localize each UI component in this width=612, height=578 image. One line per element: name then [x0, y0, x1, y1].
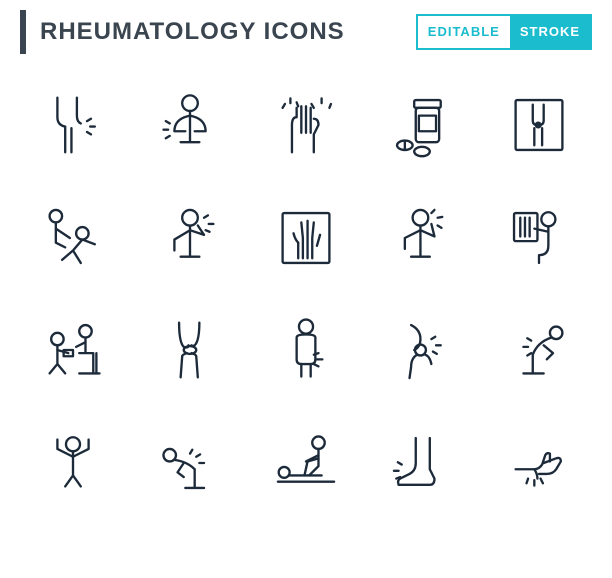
badge-left-text: EDITABLE [418, 16, 510, 48]
wrist-pain-icon [486, 412, 592, 515]
shoulder-pain-person-icon [136, 187, 242, 290]
knee-joint-icon [136, 299, 242, 402]
back-pain-bending-icon [486, 299, 592, 402]
icon-grid [0, 54, 612, 534]
therapist-leg-stretch-icon [253, 412, 359, 515]
accent-bar [20, 10, 26, 54]
editable-stroke-badge: EDITABLE STROKE [416, 14, 592, 50]
elbow-pain-person-icon [136, 74, 242, 177]
doctor-reviewing-xray-icon [486, 187, 592, 290]
lower-back-pain-icon [253, 299, 359, 402]
knee-pain-icon [20, 74, 126, 177]
hand-xray-icon [253, 187, 359, 290]
neck-shoulder-pain-icon [369, 187, 475, 290]
back-pain-bent-over-icon [136, 412, 242, 515]
physical-therapy-icon [20, 187, 126, 290]
ankle-foot-pain-icon [369, 412, 475, 515]
hands-stiffness-icon [253, 74, 359, 177]
badge-right-text: STROKE [510, 16, 590, 48]
knee-xray-icon [486, 74, 592, 177]
hip-joint-pain-icon [369, 299, 475, 402]
stretching-exercise-icon [20, 412, 126, 515]
doctor-consultation-icon [20, 299, 126, 402]
medication-bottle-icon [369, 74, 475, 177]
page-title: RHEUMATOLOGY ICONS [40, 10, 416, 54]
